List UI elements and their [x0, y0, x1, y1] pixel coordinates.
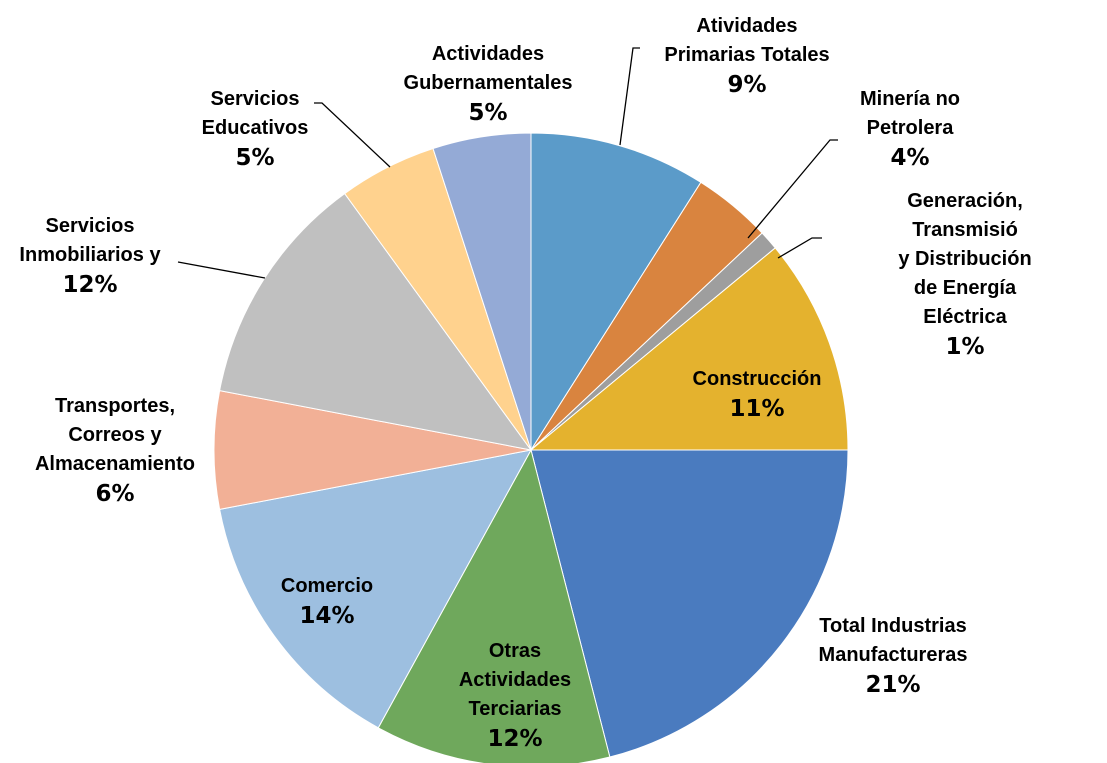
value-label: 5% [235, 145, 275, 171]
value-label: 6% [95, 481, 135, 507]
pie-slice [530, 132, 702, 452]
category-label: Comercio [280, 575, 374, 597]
slice-label: Otras Actividades Terciarias 12% [459, 637, 571, 754]
value-label: 9% [727, 72, 767, 98]
category-label: Minería no Petrolera [859, 88, 961, 139]
category-label: Generación, Transmisió y Distribución de… [898, 190, 1032, 328]
slice-label: Atividades Primarias Totales 9% [664, 12, 829, 100]
slice-label: Servicios Inmobiliarios y 12% [19, 212, 160, 300]
slice-label: Total Industrias Manufactureras 21% [819, 612, 968, 700]
category-label: Otras Actividades Terciarias [458, 640, 572, 720]
slice-label: Transportes, Correos y Almacenamiento 6% [35, 392, 195, 509]
value-label: 14% [299, 603, 355, 629]
value-label: 12% [487, 726, 543, 752]
leader-line [314, 102, 391, 168]
category-label: Atividades Primarias Totales [664, 15, 830, 66]
leader-line [177, 261, 266, 279]
pie-slice [377, 448, 611, 763]
value-label: 11% [729, 396, 785, 422]
category-label: Transportes, Correos y Almacenamiento [34, 395, 196, 475]
leader-line [777, 237, 822, 259]
value-label: 1% [945, 334, 985, 360]
category-label: Construcción [692, 368, 822, 390]
value-label: 12% [62, 272, 118, 298]
leader-line [747, 139, 838, 239]
category-label: Servicios Educativos [201, 88, 309, 139]
category-label: Servicios Inmobiliarios y [19, 215, 161, 266]
pie-slice [213, 390, 532, 510]
value-label: 21% [865, 672, 921, 698]
category-label: Actividades Gubernamentales [403, 43, 573, 94]
leader-line [619, 47, 640, 146]
slice-label: Minería no Petrolera 4% [860, 85, 960, 173]
slice-label: Actividades Gubernamentales 5% [404, 40, 573, 128]
slice-label: Comercio 14% [281, 572, 373, 631]
pie-slice [530, 449, 849, 758]
pie-slice [219, 449, 532, 729]
value-label: 5% [468, 100, 508, 126]
pie-slice [529, 247, 849, 451]
slice-label: Generación, Transmisió y Distribución de… [894, 187, 1036, 362]
category-label: Total Industrias Manufactureras [818, 615, 968, 666]
slice-label: Construcción 11% [693, 365, 822, 424]
pie-slice [432, 132, 532, 451]
value-label: 4% [890, 145, 930, 171]
slice-label: Servicios Educativos 5% [202, 85, 309, 173]
pie-slice [219, 192, 533, 451]
